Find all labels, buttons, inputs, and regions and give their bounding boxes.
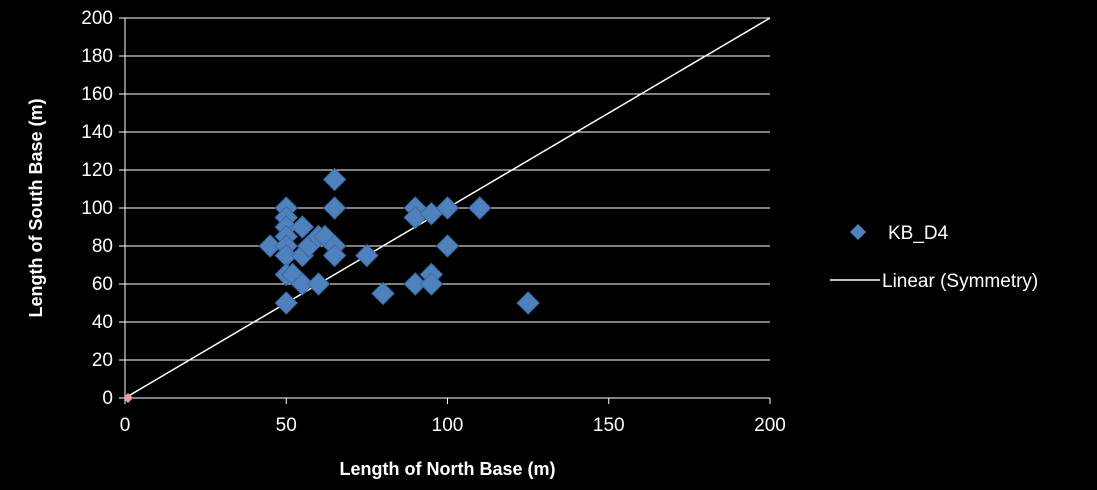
axes — [119, 17, 771, 404]
x-axis-title: Length of North Base (m) — [340, 459, 556, 479]
y-tick-label: 60 — [92, 274, 113, 295]
series — [123, 17, 771, 403]
data-point — [403, 272, 427, 296]
data-point — [322, 167, 347, 192]
data-point — [468, 196, 492, 220]
data-point — [435, 196, 460, 220]
y-tick-label: 100 — [81, 198, 113, 219]
data-point — [274, 291, 298, 315]
x-tick-label: 0 — [120, 415, 131, 436]
y-tick-label: 200 — [81, 8, 113, 29]
y-tick-label: 0 — [102, 388, 113, 409]
y-tick-label: 180 — [81, 46, 113, 67]
data-point — [355, 243, 379, 268]
y-tick-label: 140 — [81, 122, 113, 143]
y-tick-label: 80 — [92, 236, 113, 257]
gridlines — [125, 17, 770, 361]
data-point — [322, 196, 347, 220]
x-tick-label: 100 — [432, 415, 464, 436]
origin-marker — [123, 393, 133, 403]
legend-label-symmetry: Linear (Symmetry) — [882, 271, 1038, 292]
x-tick-label: 150 — [593, 415, 625, 436]
data-point — [290, 272, 315, 296]
x-tick-label: 200 — [754, 415, 786, 436]
data-point — [258, 234, 282, 258]
y-tick-label: 160 — [81, 84, 113, 105]
data-point — [322, 243, 347, 268]
data-point — [435, 234, 460, 258]
y-axis-title: Length of South Base (m) — [26, 99, 46, 318]
legend-marker-kb-d4 — [850, 224, 866, 240]
data-point — [290, 215, 315, 239]
legend: KB_D4 Linear (Symmetry) — [830, 223, 1038, 292]
data-point — [306, 272, 331, 296]
data-point — [516, 291, 540, 315]
legend-label-kb-d4: KB_D4 — [888, 223, 949, 244]
data-point — [419, 272, 444, 296]
tick-labels: 0 20 40 60 80 100 120 140 160 180 200 0 50 100 150 200 — [81, 8, 786, 436]
y-tick-label: 20 — [92, 350, 113, 371]
data-point — [371, 281, 395, 306]
x-tick-label: 50 — [276, 415, 297, 436]
y-tick-label: 40 — [92, 312, 113, 333]
y-tick-label: 120 — [81, 160, 113, 181]
